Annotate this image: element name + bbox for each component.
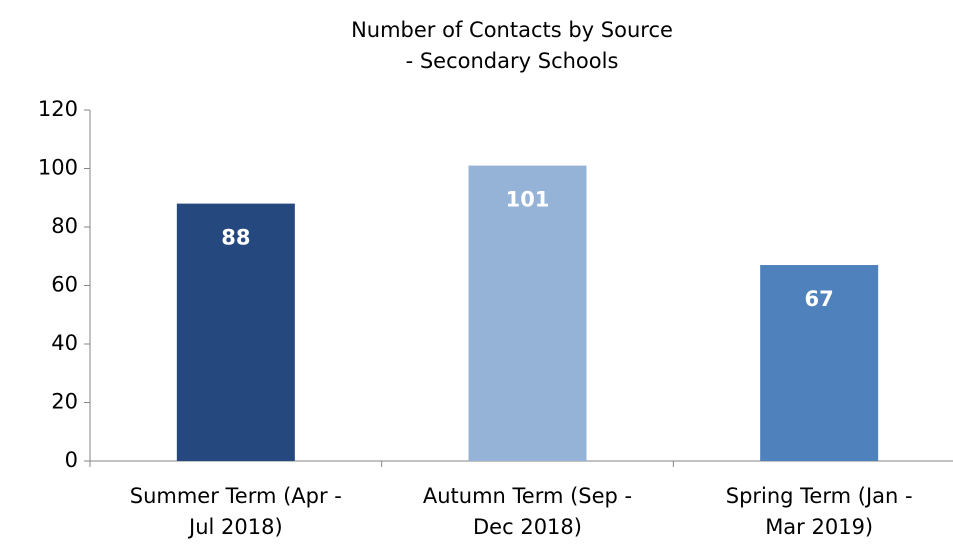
y-tick-label: 60: [51, 273, 78, 297]
bar: [468, 165, 587, 461]
bar: [760, 265, 879, 461]
value-label: 88: [221, 226, 250, 250]
y-tick-label: 40: [51, 331, 78, 355]
y-tick-label: 0: [65, 448, 78, 472]
x-tick-label: Summer Term (Apr -Jul 2018): [130, 484, 342, 539]
y-tick-label: 20: [51, 390, 78, 414]
chart-title: Number of Contacts by Source: [351, 18, 673, 42]
y-tick-label: 100: [38, 156, 78, 180]
bar: [176, 203, 295, 461]
y-tick-label: 120: [38, 97, 78, 121]
value-label: 101: [506, 188, 550, 212]
x-tick-label: Spring Term (Jan -Mar 2019): [726, 484, 913, 539]
y-tick-label: 80: [51, 214, 78, 238]
chart-subtitle: - Secondary Schools: [406, 49, 619, 73]
x-tick-label: Autumn Term (Sep -Dec 2018): [423, 484, 632, 539]
value-label: 67: [805, 287, 834, 311]
